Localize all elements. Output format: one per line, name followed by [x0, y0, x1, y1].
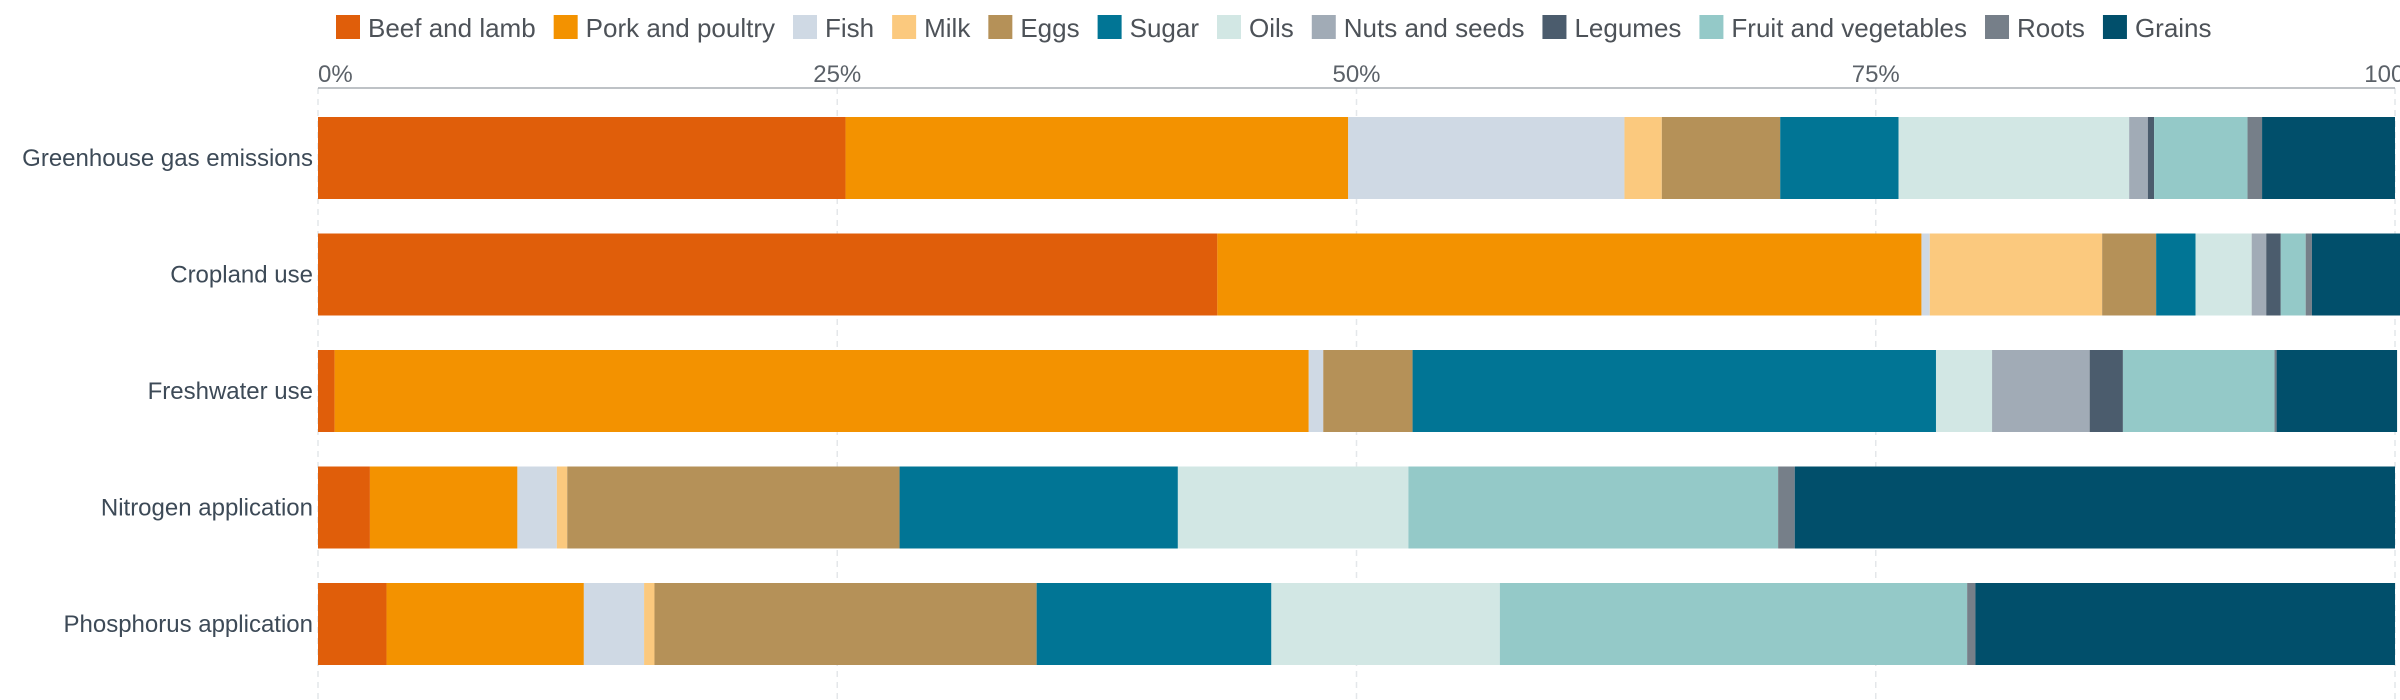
x-tick-label: 100% [2364, 61, 2400, 88]
bar-segment [318, 233, 1218, 316]
bar-segment [318, 466, 370, 549]
legend-swatch [2102, 15, 2127, 39]
bar-segment [845, 117, 1349, 199]
bar-segment [1412, 350, 1936, 432]
bar-segment [2280, 233, 2306, 316]
bar-segment [1177, 466, 1409, 549]
category-label: Freshwater use [148, 378, 313, 405]
bar-segment [2305, 233, 2312, 316]
y-axis: Greenhouse gas emissions Cropland use Fres… [22, 145, 313, 638]
bar-segment [334, 350, 1309, 432]
plot-area [318, 117, 2400, 665]
bar-segment [1661, 117, 1781, 199]
x-tick-label: 0% [318, 61, 353, 88]
bar-segment [1975, 583, 2395, 665]
bar-segment [1499, 583, 1968, 665]
legend-label: Legumes [1574, 13, 1681, 43]
bar-segment [386, 583, 584, 665]
bar-row [318, 583, 2395, 665]
bar-segment [1323, 350, 1413, 432]
bar-segment [1794, 466, 2395, 549]
bar-segment [1408, 466, 1779, 549]
bar-segment [1921, 233, 1930, 316]
bar-segment [318, 350, 335, 432]
legend-label: Grains [2135, 13, 2212, 43]
bar-row [318, 350, 2398, 432]
x-tick-label: 25% [813, 61, 861, 88]
legend-label: Fruit and vegetables [1731, 13, 1967, 43]
bar-segment [2251, 233, 2267, 316]
bar-segment [2274, 350, 2277, 432]
legend-label: Fish [825, 13, 874, 43]
bar-segment [567, 466, 900, 549]
bar-segment [1898, 117, 2130, 199]
bar-segment [1308, 350, 1324, 432]
legend-swatch [1217, 15, 1241, 39]
bar-segment [1967, 583, 1976, 665]
bar-segment [654, 583, 1037, 665]
x-tick-label: 75% [1852, 61, 1900, 88]
bar-segment [318, 117, 846, 199]
bar-row [318, 117, 2395, 199]
bar-segment [556, 466, 568, 549]
bar-segment [2262, 117, 2395, 199]
bar-segment [1624, 117, 1662, 199]
bar-segment [2129, 117, 2148, 199]
x-tick-label: 50% [1332, 61, 1380, 88]
bar-segment [1780, 117, 1899, 199]
bar-segment [1348, 117, 1625, 199]
legend-label: Milk [924, 13, 971, 43]
legend-swatch [1985, 15, 2010, 39]
bar-segment [1778, 466, 1795, 549]
bar-segment [2311, 233, 2400, 316]
bar-segment [899, 466, 1178, 549]
legend-swatch [892, 15, 917, 39]
bar-segment [1036, 583, 1272, 665]
legend-label: Roots [2017, 13, 2085, 43]
bar-segment [644, 583, 655, 665]
bar-segment [583, 583, 645, 665]
category-label: Phosphorus application [63, 611, 313, 638]
bar-segment [2195, 233, 2252, 316]
bar-segment [1935, 350, 1993, 432]
legend-label: Pork and poultry [586, 13, 775, 43]
legend-label: Beef and lamb [368, 13, 536, 43]
bar-segment [2247, 117, 2263, 199]
legend-swatch [553, 15, 578, 39]
bar-segment [1992, 350, 2090, 432]
bar-segment [2147, 117, 2155, 199]
bar-segment [1271, 583, 1500, 665]
bar-segment [1929, 233, 2103, 316]
legend-swatch [1097, 15, 1122, 39]
legend-swatch [336, 15, 360, 39]
bar-segment [2102, 233, 2157, 316]
bar-row [318, 466, 2395, 549]
legend: Beef and lamb Pork and poultry Fish Milk Egg… [336, 13, 2212, 43]
bar-row [318, 233, 2400, 316]
x-axis: 0% 25% 50% 75% 100% [318, 61, 2400, 89]
legend-swatch [793, 15, 817, 39]
category-label: Greenhouse gas emissions [22, 145, 313, 172]
legend-swatch [1542, 15, 1567, 39]
bar-segment [1217, 233, 1922, 316]
bar-segment [2156, 233, 2196, 316]
legend-swatch [1699, 15, 1724, 39]
category-label: Nitrogen application [101, 495, 313, 522]
bar-segment [369, 466, 518, 549]
legend-swatch [988, 15, 1013, 39]
bar-segment [318, 583, 387, 665]
bar-segment [2089, 350, 2123, 432]
bar-segment [517, 466, 557, 549]
legend-label: Oils [1249, 13, 1294, 43]
bar-segment [2154, 117, 2248, 199]
legend-label: Sugar [1130, 13, 1200, 43]
legend-label: Eggs [1020, 13, 1079, 43]
bar-segment [2276, 350, 2398, 432]
bar-segment [2266, 233, 2281, 316]
legend-swatch [1311, 15, 1336, 39]
category-label: Cropland use [170, 262, 313, 289]
bar-segment [2122, 350, 2275, 432]
legend-label: Nuts and seeds [1344, 13, 1525, 43]
